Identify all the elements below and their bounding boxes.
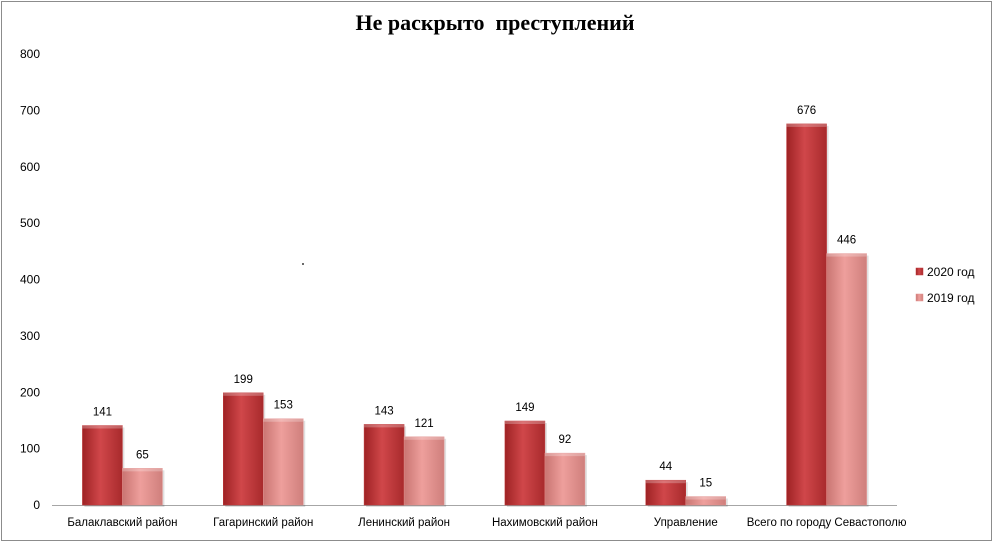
category-label: Управление xyxy=(654,517,718,529)
data-label: 446 xyxy=(837,235,856,247)
legend-swatch xyxy=(915,267,924,276)
category-label: Гагаринский район xyxy=(213,517,313,529)
data-label: 149 xyxy=(515,402,534,414)
bars xyxy=(82,123,869,507)
legend-label: 2019 год xyxy=(927,291,975,305)
bar-2020-год xyxy=(363,424,405,506)
data-label: 143 xyxy=(374,405,393,417)
category-label: Всего по городу Севастополю xyxy=(747,517,907,529)
y-tick-label: 700 xyxy=(20,103,40,117)
bar-cap xyxy=(826,253,867,257)
y-tick-label: 300 xyxy=(20,329,40,343)
data-label: 121 xyxy=(414,418,433,430)
data-labels: 141 65 199 153 143 121 149 92 44 15 676 446 xyxy=(93,105,856,490)
y-tick-label: 800 xyxy=(20,47,40,61)
bar-2020-год xyxy=(223,392,264,506)
data-label: 65 xyxy=(136,449,149,461)
bar-cap xyxy=(263,418,304,422)
y-tick-label: 400 xyxy=(20,273,40,287)
data-label: 199 xyxy=(234,374,253,386)
category-label: Ленинский район xyxy=(358,517,450,529)
bar-cap xyxy=(645,480,686,484)
category-label: Балаклавский район xyxy=(67,517,177,529)
y-tick-label: 200 xyxy=(20,385,40,399)
bar-cap xyxy=(786,123,827,127)
bar-2019-год xyxy=(544,452,586,506)
data-label: 15 xyxy=(699,478,712,490)
chart-title: Не раскрыто преступлений xyxy=(355,10,635,35)
bar-2019-год xyxy=(263,418,304,506)
data-label: 141 xyxy=(93,407,112,419)
y-tick-label: 500 xyxy=(20,216,40,230)
bar-2020-год xyxy=(645,479,686,506)
legend-label: 2020 год xyxy=(927,265,975,279)
bar-cap xyxy=(364,424,405,428)
bar-cap xyxy=(82,425,123,429)
bar-cap xyxy=(544,453,585,457)
y-tick-label: 100 xyxy=(20,442,40,456)
data-label: 44 xyxy=(659,461,672,473)
bar-cap xyxy=(504,421,545,425)
bar-cap xyxy=(122,468,163,472)
y-tick-label: 0 xyxy=(33,498,40,512)
data-label: 676 xyxy=(797,105,816,117)
bar-2019-год xyxy=(122,468,163,506)
legend: 2020 год 2019 год xyxy=(915,265,975,305)
bar-2019-год xyxy=(403,436,445,506)
bar-2020-год xyxy=(786,123,827,506)
data-label: 153 xyxy=(274,400,293,412)
bar-2019-год xyxy=(685,496,726,506)
bar-cap xyxy=(685,496,726,500)
bar-2019-год xyxy=(826,253,867,506)
category-label: Нахимовский район xyxy=(492,517,598,529)
axes: 0 100 200 300 400 500 600 700 800 Балаклавский ра… xyxy=(20,47,907,529)
bar-cap xyxy=(404,436,445,440)
stray-dot xyxy=(302,263,304,265)
bar-2020-год xyxy=(82,425,123,506)
bar-cap xyxy=(223,392,264,396)
data-label: 92 xyxy=(559,434,572,446)
bar-2020-год xyxy=(504,420,546,506)
y-tick-label: 600 xyxy=(20,160,40,174)
legend-swatch xyxy=(915,293,924,302)
